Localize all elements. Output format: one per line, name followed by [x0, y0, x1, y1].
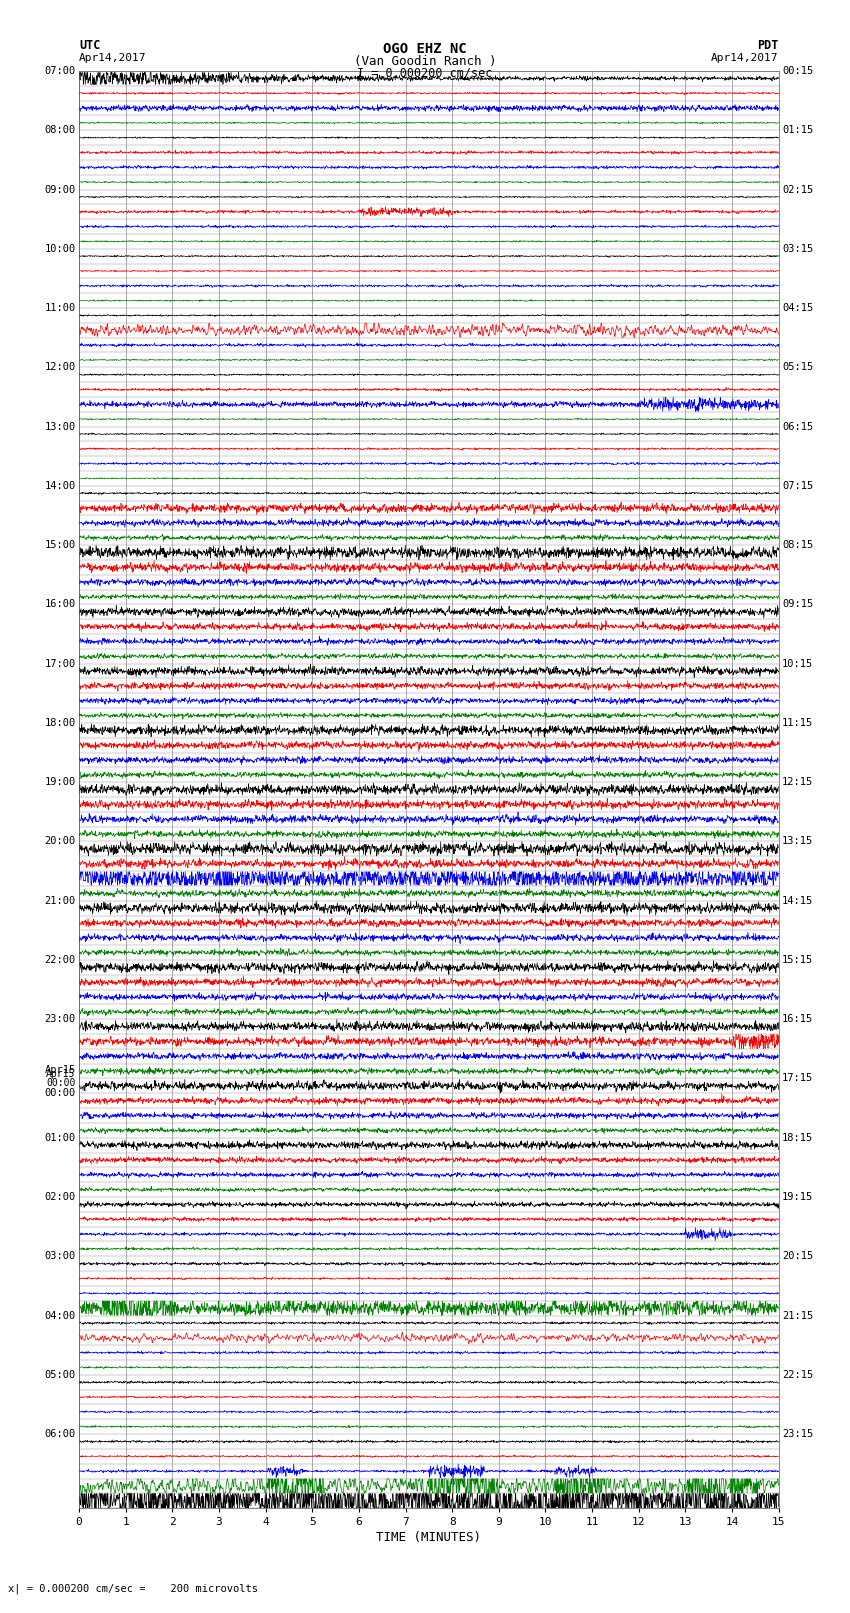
Text: 07:15: 07:15 [782, 481, 813, 490]
Text: 02:15: 02:15 [782, 184, 813, 195]
Text: 00:00: 00:00 [46, 1079, 76, 1089]
Text: 08:00: 08:00 [44, 126, 76, 135]
Text: 16:15: 16:15 [782, 1015, 813, 1024]
Text: 02:00: 02:00 [44, 1192, 76, 1202]
Text: Apr14,2017: Apr14,2017 [79, 53, 146, 63]
Text: 18:00: 18:00 [44, 718, 76, 727]
Text: 05:00: 05:00 [44, 1369, 76, 1379]
Text: Apr14,2017: Apr14,2017 [711, 53, 779, 63]
Text: 20:15: 20:15 [782, 1252, 813, 1261]
Text: 10:15: 10:15 [782, 658, 813, 669]
Text: 19:00: 19:00 [44, 777, 76, 787]
Text: 12:15: 12:15 [782, 777, 813, 787]
Text: 15:00: 15:00 [44, 540, 76, 550]
Text: 15:15: 15:15 [782, 955, 813, 965]
Text: UTC: UTC [79, 39, 100, 52]
Text: 17:00: 17:00 [44, 658, 76, 669]
Text: 00:00: 00:00 [44, 1089, 76, 1098]
Text: 01:00: 01:00 [44, 1132, 76, 1142]
Text: 10:00: 10:00 [44, 244, 76, 253]
Text: 12:00: 12:00 [44, 363, 76, 373]
Text: 17:15: 17:15 [782, 1074, 813, 1084]
Text: x| = 0.000200 cm/sec =    200 microvolts: x| = 0.000200 cm/sec = 200 microvolts [8, 1584, 258, 1594]
Text: 09:15: 09:15 [782, 600, 813, 610]
Text: 06:15: 06:15 [782, 421, 813, 432]
Text: 23:15: 23:15 [782, 1429, 813, 1439]
Text: 22:00: 22:00 [44, 955, 76, 965]
Text: 01:15: 01:15 [782, 126, 813, 135]
Text: 05:15: 05:15 [782, 363, 813, 373]
Text: 11:15: 11:15 [782, 718, 813, 727]
Text: 14:15: 14:15 [782, 895, 813, 905]
Text: 19:15: 19:15 [782, 1192, 813, 1202]
Text: (Van Goodin Ranch ): (Van Goodin Ranch ) [354, 55, 496, 68]
Text: 04:15: 04:15 [782, 303, 813, 313]
Text: 21:00: 21:00 [44, 895, 76, 905]
Text: 07:00: 07:00 [44, 66, 76, 76]
Text: 03:00: 03:00 [44, 1252, 76, 1261]
Text: 09:00: 09:00 [44, 184, 76, 195]
Text: 21:15: 21:15 [782, 1310, 813, 1321]
Text: 06:00: 06:00 [44, 1429, 76, 1439]
Text: I = 0.000200 cm/sec: I = 0.000200 cm/sec [357, 66, 493, 81]
Text: 08:15: 08:15 [782, 540, 813, 550]
Text: 22:15: 22:15 [782, 1369, 813, 1379]
Text: OGO EHZ NC: OGO EHZ NC [383, 42, 467, 56]
Text: 13:15: 13:15 [782, 837, 813, 847]
Text: Apr15: Apr15 [46, 1069, 76, 1079]
Text: 04:00: 04:00 [44, 1310, 76, 1321]
Text: 20:00: 20:00 [44, 837, 76, 847]
Text: 14:00: 14:00 [44, 481, 76, 490]
X-axis label: TIME (MINUTES): TIME (MINUTES) [377, 1531, 481, 1544]
Text: 16:00: 16:00 [44, 600, 76, 610]
Text: 00:15: 00:15 [782, 66, 813, 76]
Text: PDT: PDT [757, 39, 779, 52]
Text: Apr15: Apr15 [44, 1065, 76, 1076]
Text: 18:15: 18:15 [782, 1132, 813, 1142]
Text: 23:00: 23:00 [44, 1015, 76, 1024]
Text: 11:00: 11:00 [44, 303, 76, 313]
Text: 13:00: 13:00 [44, 421, 76, 432]
Text: 03:15: 03:15 [782, 244, 813, 253]
